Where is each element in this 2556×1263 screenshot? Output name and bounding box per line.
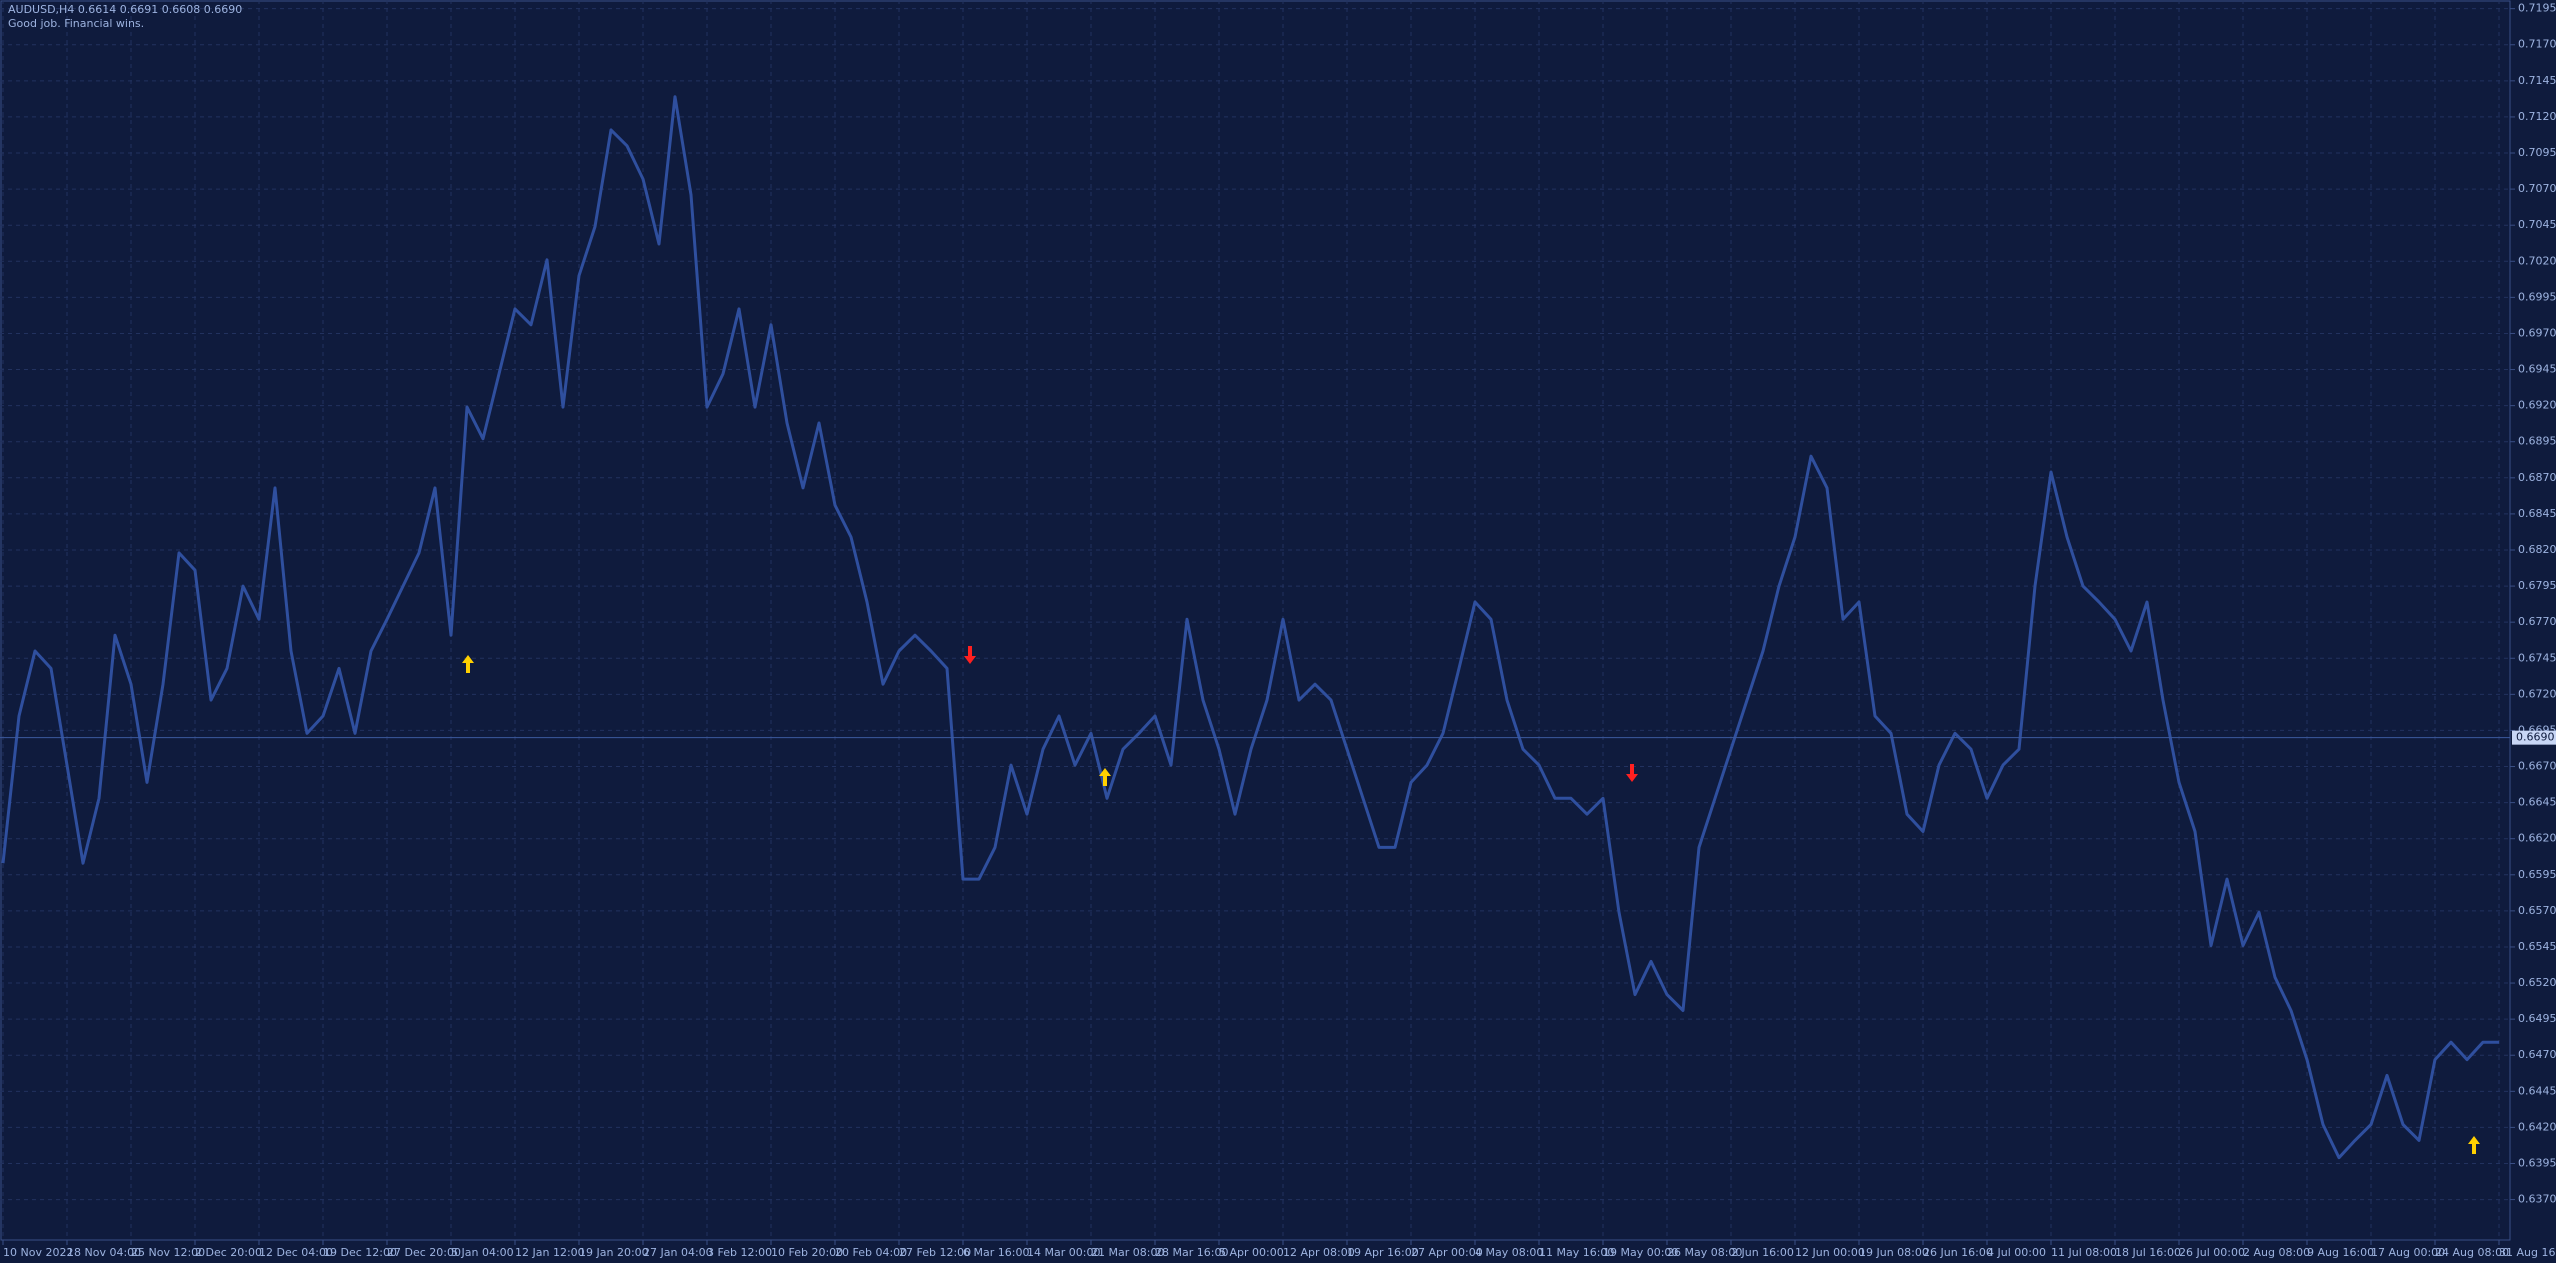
y-tick-label: 0.6995 [2518,290,2556,303]
x-tick-label: 26 Jul 00:00 [2179,1246,2245,1259]
chart-title: AUDUSD,H4 0.6614 0.6691 0.6608 0.6690 [8,3,242,16]
x-tick-label: 11 Jul 08:00 [2051,1246,2117,1259]
y-tick-label: 0.7195 [2518,2,2556,15]
x-tick-label: 27 Jan 04:00 [643,1246,713,1259]
x-tick-label: 12 Jan 12:00 [515,1246,585,1259]
y-tick-label: 0.7170 [2518,38,2556,51]
x-tick-label: 9 Aug 16:00 [2307,1246,2374,1259]
y-tick-label: 0.7120 [2518,110,2556,123]
x-tick-label: 14 Mar 00:00 [1027,1246,1100,1259]
y-tick-label: 0.6495 [2518,1012,2556,1025]
x-tick-label: 26 May 08:00 [1667,1246,1742,1259]
x-tick-label: 5 Apr 00:00 [1219,1246,1284,1259]
y-tick-label: 0.6470 [2518,1048,2556,1061]
last-price-label: 0.6690 [2516,731,2555,744]
x-tick-label: 27 Dec 20:00 [387,1246,461,1259]
x-tick-label: 12 Dec 04:00 [259,1246,333,1259]
x-tick-label: 18 Jul 16:00 [2115,1246,2181,1259]
y-tick-label: 0.6645 [2518,796,2556,809]
x-tick-label: 12 Apr 08:00 [1283,1246,1355,1259]
x-tick-label: 2 Aug 08:00 [2243,1246,2310,1259]
price-line [1,95,2499,1160]
y-tick-label: 0.6420 [2518,1120,2556,1133]
y-tick-label: 0.7070 [2518,182,2556,195]
buy-arrow [1099,768,1111,786]
x-tick-label: 2 Dec 20:00 [195,1246,262,1259]
x-tick-label: 21 Mar 08:00 [1091,1246,1164,1259]
y-tick-label: 0.6895 [2518,435,2556,448]
y-tick-label: 0.6570 [2518,904,2556,917]
x-tick-label: 19 Jan 20:00 [579,1246,649,1259]
signal-arrows [462,646,2480,1154]
y-tick-label: 0.6595 [2518,868,2556,881]
y-tick-label: 0.7020 [2518,254,2556,267]
x-tick-label: 25 Nov 12:00 [131,1246,205,1259]
x-tick-label: 19 Dec 12:00 [323,1246,397,1259]
x-tick-label: 2 Jun 16:00 [1731,1246,1794,1259]
y-tick-label: 0.6845 [2518,507,2556,520]
x-tick-label: 24 Aug 08:00 [2435,1246,2509,1259]
x-tick-label: 4 May 08:00 [1475,1246,1543,1259]
y-tick-label: 0.6795 [2518,579,2556,592]
sell-arrow [1626,764,1638,782]
x-tick-label: 19 Apr 16:00 [1347,1246,1419,1259]
y-tick-label: 0.6370 [2518,1193,2556,1206]
x-tick-label: 12 Jun 00:00 [1795,1246,1865,1259]
y-tick-label: 0.6870 [2518,471,2556,484]
chart-subtitle: Good job. Financial wins. [8,17,144,30]
y-tick-label: 0.7145 [2518,74,2556,87]
x-tick-label: 5 Jan 04:00 [451,1246,514,1259]
x-tick-label: 17 Aug 00:00 [2371,1246,2445,1259]
y-tick-label: 0.6945 [2518,363,2556,376]
x-tick-label: 28 Mar 16:00 [1155,1246,1228,1259]
last-price-box [2512,730,2556,745]
x-tick-label: 31 Aug 16:00 [2499,1246,2556,1259]
x-tick-label: 10 Nov 2022 [3,1246,73,1259]
x-tick-label: 20 Feb 04:00 [835,1246,907,1259]
x-tick-label: 19 Jun 08:00 [1859,1246,1929,1259]
buy-arrow [2468,1136,2480,1154]
x-tick-label: 19 May 00:00 [1603,1246,1678,1259]
y-tick-label: 0.6745 [2518,651,2556,664]
x-tick-label: 4 Jul 00:00 [1987,1246,2046,1259]
y-tick-label: 0.6545 [2518,940,2556,953]
x-tick-label: 3 Feb 12:00 [707,1246,772,1259]
sell-arrow [964,646,976,664]
y-tick-label: 0.6395 [2518,1156,2556,1169]
y-tick-label: 0.6920 [2518,399,2556,412]
y-tick-label: 0.6970 [2518,326,2556,339]
x-tick-label: 18 Nov 04:00 [67,1246,141,1259]
x-tick-label: 27 Feb 12:00 [899,1246,971,1259]
buy-arrow [462,655,474,673]
x-tick-label: 6 Mar 16:00 [963,1246,1029,1259]
y-tick-label: 0.6670 [2518,760,2556,773]
y-tick-label: 0.6620 [2518,832,2556,845]
y-tick-label: 0.6770 [2518,615,2556,628]
x-tick-label: 27 Apr 00:00 [1411,1246,1483,1259]
x-tick-label: 10 Feb 20:00 [771,1246,843,1259]
x-tick-label: 26 Jun 16:00 [1923,1246,1993,1259]
y-tick-label: 0.7095 [2518,146,2556,159]
y-tick-label: 0.7045 [2518,218,2556,231]
plot-frame [0,0,2511,1241]
y-tick-label: 0.6720 [2518,687,2556,700]
y-tick-label: 0.6820 [2518,543,2556,556]
y-tick-label: 0.6445 [2518,1084,2556,1097]
x-tick-label: 11 May 16:00 [1539,1246,1614,1259]
y-tick-label: 0.6520 [2518,976,2556,989]
